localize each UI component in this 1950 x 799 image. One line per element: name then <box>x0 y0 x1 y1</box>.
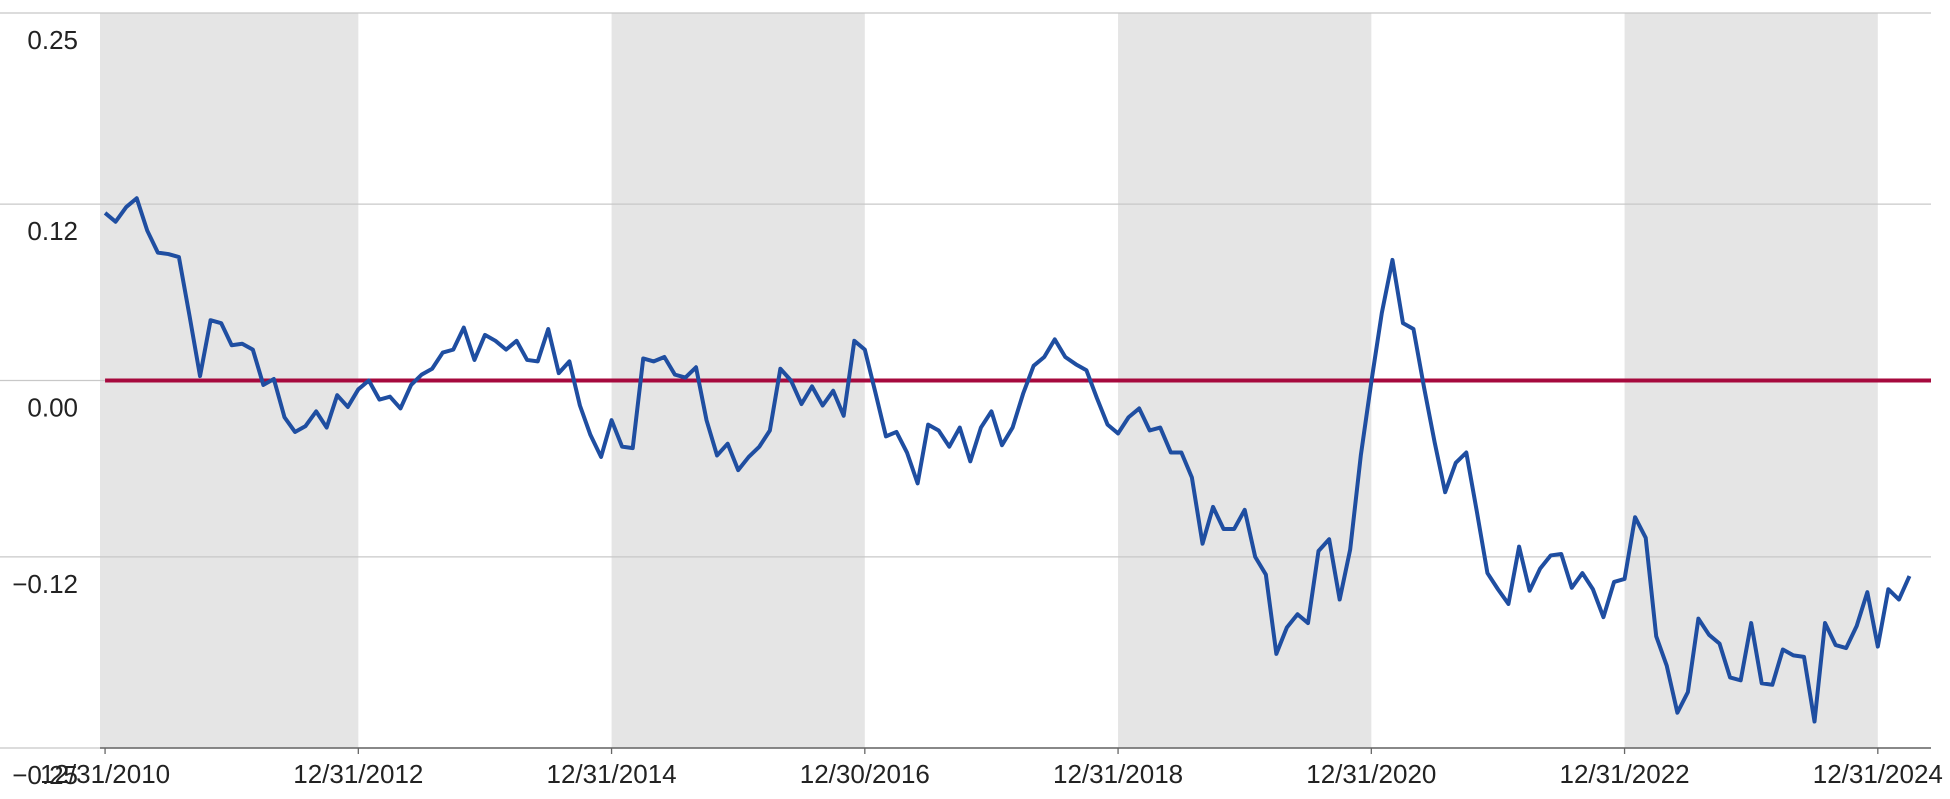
x-tick-label: 12/31/2020 <box>1306 759 1436 789</box>
x-tick-label: 12/31/2014 <box>546 759 676 789</box>
x-tick-label: 12/30/2016 <box>800 759 930 789</box>
data-line <box>103 196 1912 724</box>
x-tick-label: 12/31/2024 <box>1813 759 1943 789</box>
x-tick-label: 12/31/2022 <box>1559 759 1689 789</box>
y-tick-label: 0.12 <box>27 216 78 246</box>
x-tick-label: 12/31/2018 <box>1053 759 1183 789</box>
x-tick-label: 12/31/2010 <box>40 759 170 789</box>
x-tick-label: 12/31/2012 <box>293 759 423 789</box>
y-tick-label: 0.00 <box>27 392 78 422</box>
y-tick-label: −0.12 <box>12 569 78 599</box>
y-tick-label: −0.25 <box>12 760 78 790</box>
y-tick-label: 0.25 <box>27 25 78 55</box>
